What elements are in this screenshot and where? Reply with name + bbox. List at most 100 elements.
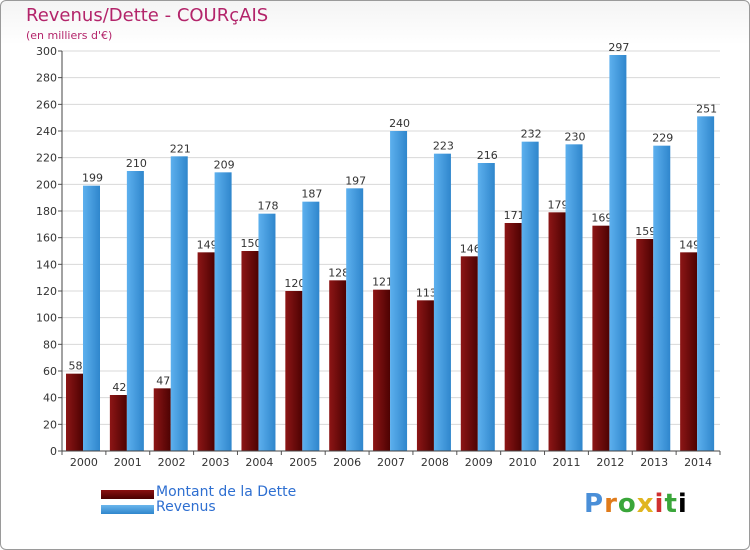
bar-debt — [460, 256, 478, 451]
bar-revenue — [390, 131, 408, 451]
x-tick-label: 2005 — [289, 456, 317, 469]
legend-swatch-revenue — [101, 505, 154, 514]
bar-debt — [329, 280, 347, 451]
bar-debt — [109, 395, 127, 451]
bar-revenue — [477, 163, 495, 451]
y-tick-label: 180 — [36, 205, 57, 218]
x-tick-label: 2002 — [158, 456, 186, 469]
data-label-debt: 159 — [635, 225, 656, 238]
y-tick-label: 60 — [43, 365, 57, 378]
x-tick-label: 2010 — [509, 456, 537, 469]
y-tick-label: 140 — [36, 258, 57, 271]
bar-debt — [153, 388, 171, 451]
chart-title: Revenus/Dette - COURçAIS — [26, 5, 269, 26]
bar-debt — [285, 291, 303, 451]
bar-revenue — [126, 171, 144, 451]
data-label-revenue: 223 — [433, 140, 454, 153]
data-label-debt: 179 — [548, 198, 569, 211]
x-tick-label: 2000 — [70, 456, 98, 469]
x-tick-label: 2001 — [114, 456, 142, 469]
legend-label-revenue: Revenus — [156, 499, 216, 515]
y-tick-label: 300 — [36, 45, 57, 58]
y-tick-label: 80 — [43, 338, 57, 351]
y-tick-label: 280 — [36, 72, 57, 85]
data-label-debt: 42 — [112, 381, 126, 394]
data-label-debt: 47 — [156, 374, 170, 387]
data-label-revenue: 251 — [696, 102, 717, 115]
y-tick-label: 160 — [36, 232, 57, 245]
legend-label-debt: Montant de la Dette — [156, 484, 297, 500]
data-label-revenue: 230 — [565, 130, 586, 143]
data-label-debt: 58 — [69, 360, 83, 373]
x-tick-label: 2004 — [245, 456, 273, 469]
data-label-debt: 171 — [504, 209, 525, 222]
bar-debt — [241, 251, 259, 451]
data-label-revenue: 209 — [214, 158, 235, 171]
bar-debt — [504, 223, 522, 451]
chart-subtitle: (en milliers d'€) — [26, 29, 113, 42]
proxiti-logo: Proxiti — [584, 489, 688, 519]
y-tick-label: 100 — [36, 312, 57, 325]
y-tick-label: 20 — [43, 418, 57, 431]
data-label-revenue: 216 — [477, 149, 498, 162]
y-tick-label: 40 — [43, 392, 57, 405]
bar-debt — [548, 212, 566, 451]
bar-debt — [373, 289, 391, 451]
data-label-revenue: 178 — [257, 200, 278, 213]
y-tick-label: 200 — [36, 178, 57, 191]
x-tick-label: 2008 — [421, 456, 449, 469]
data-label-revenue: 197 — [345, 174, 366, 187]
data-label-debt: 150 — [240, 237, 261, 250]
data-label-debt: 128 — [328, 266, 349, 279]
legend-swatch-debt — [101, 490, 154, 499]
bar-revenue — [433, 153, 451, 451]
data-label-revenue: 187 — [301, 188, 322, 201]
y-tick-label: 120 — [36, 285, 57, 298]
x-tick-label: 2011 — [552, 456, 580, 469]
bar-revenue — [521, 141, 539, 451]
data-label-revenue: 199 — [82, 172, 103, 185]
data-label-debt: 120 — [284, 277, 305, 290]
x-tick-label: 2007 — [377, 456, 405, 469]
data-label-revenue: 297 — [608, 41, 629, 54]
bar-revenue — [653, 145, 671, 451]
y-tick-label: 240 — [36, 125, 57, 138]
data-label-revenue: 232 — [521, 128, 542, 141]
y-tick-label: 220 — [36, 152, 57, 165]
bar-debt — [416, 300, 434, 451]
bar-debt — [197, 252, 215, 451]
data-label-debt: 169 — [591, 212, 612, 225]
data-label-revenue: 221 — [170, 142, 191, 155]
bar-debt — [680, 252, 698, 451]
y-tick-label: 0 — [50, 445, 57, 458]
data-label-debt: 149 — [197, 238, 218, 251]
data-label-revenue: 229 — [652, 132, 673, 145]
data-label-debt: 113 — [416, 286, 437, 299]
bar-revenue — [258, 213, 276, 451]
data-label-revenue: 210 — [126, 157, 147, 170]
data-label-debt: 149 — [679, 238, 700, 251]
bar-debt — [636, 239, 654, 451]
bar-debt — [592, 225, 610, 451]
x-tick-label: 2009 — [465, 456, 493, 469]
bar-revenue — [346, 188, 364, 452]
bar-revenue — [302, 201, 320, 451]
x-tick-label: 2013 — [640, 456, 668, 469]
bar-revenue — [565, 144, 583, 452]
bar-debt — [66, 373, 83, 451]
x-tick-label: 2012 — [596, 456, 624, 469]
bar-revenue — [83, 185, 100, 451]
y-tick-label: 260 — [36, 98, 57, 111]
bar-revenue — [170, 156, 188, 452]
bar-revenue — [697, 116, 715, 451]
data-label-revenue: 240 — [389, 117, 410, 130]
data-label-debt: 146 — [460, 242, 481, 255]
bar-revenue — [214, 172, 232, 452]
x-tick-label: 2003 — [202, 456, 230, 469]
bar-revenue — [609, 55, 627, 451]
x-tick-label: 2014 — [684, 456, 712, 469]
x-tick-label: 2006 — [333, 456, 361, 469]
data-label-debt: 121 — [372, 276, 393, 289]
